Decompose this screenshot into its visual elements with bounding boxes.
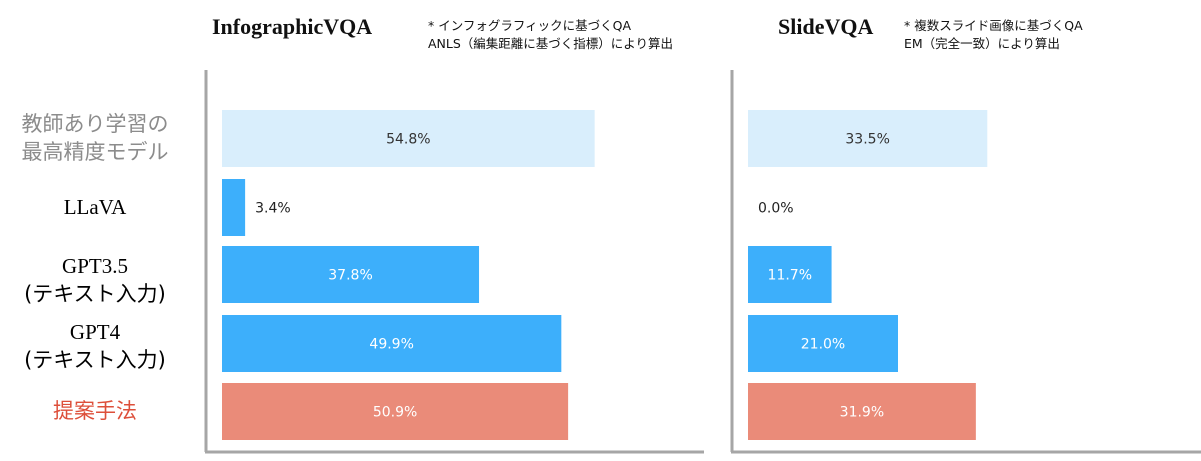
row-label-gpt35-line2: (テキスト入力) [24, 282, 166, 306]
slidevqa-bar-3 [748, 315, 898, 372]
infographicvqa-note-1: * インフォグラフィックに基づくQA [428, 18, 631, 33]
row-label-llava-line1: LLaVA [63, 195, 127, 219]
row-label-gpt4: GPT4 (テキスト入力) [0, 318, 190, 374]
slidevqa-note-2: EM（完全一致）により算出 [904, 36, 1060, 51]
slidevqa-notes: * 複数スライド画像に基づくQA EM（完全一致）により算出 [904, 17, 1083, 53]
row-label-supervised: 教師あり学習の 最高精度モデル [0, 110, 190, 166]
infographicvqa-value-label-0: 54.8% [386, 132, 430, 148]
row-label-gpt35-line1: GPT3.5 [62, 254, 128, 278]
infographicvqa-bar-1 [222, 179, 246, 236]
slidevqa-value-label-4: 31.9% [840, 405, 884, 421]
infographicvqa-value-label-2: 37.8% [328, 268, 372, 284]
infographicvqa-value-label-4: 50.9% [373, 405, 417, 421]
infographicvqa-value-label-1: 3.4% [255, 201, 291, 217]
slidevqa-value-label-1: 0.0% [758, 201, 794, 217]
slidevqa-value-label-3: 21.0% [801, 337, 845, 353]
slidevqa-bar-2 [748, 246, 832, 303]
slidevqa-bar-4 [748, 383, 976, 440]
row-label-llava: LLaVA [0, 193, 190, 221]
slidevqa-value-label-2: 11.7% [768, 268, 812, 284]
row-label-gpt4-line2: (テキスト入力) [24, 348, 166, 372]
slidevqa-value-label-0: 33.5% [845, 132, 889, 148]
infographicvqa-bar-4 [222, 383, 569, 440]
slidevqa-title: SlideVQA [778, 14, 874, 39]
slidevqa-bar-0 [748, 110, 988, 167]
infographicvqa-note-2: ANLS（編集距離に基づく指標）により算出 [428, 36, 674, 51]
infographicvqa-bar-3 [222, 315, 562, 372]
row-label-supervised-line2: 最高精度モデル [21, 140, 169, 164]
infographicvqa-bar-2 [222, 246, 480, 303]
infographicvqa-value-label-3: 49.9% [369, 337, 413, 353]
infographicvqa-title: InfographicVQA [212, 14, 373, 39]
row-label-gpt35: GPT3.5 (テキスト入力) [0, 252, 190, 308]
row-label-gpt4-line1: GPT4 [69, 320, 121, 344]
infographicvqa-bar-0 [222, 110, 595, 167]
infographicvqa-notes: * インフォグラフィックに基づくQA ANLS（編集距離に基づく指標）により算出 [428, 17, 673, 53]
row-label-proposed-line1: 提案手法 [53, 399, 137, 423]
row-label-supervised-line1: 教師あり学習の [21, 112, 169, 136]
slidevqa-note-1: * 複数スライド画像に基づくQA [904, 18, 1083, 33]
row-label-proposed: 提案手法 [0, 397, 190, 425]
